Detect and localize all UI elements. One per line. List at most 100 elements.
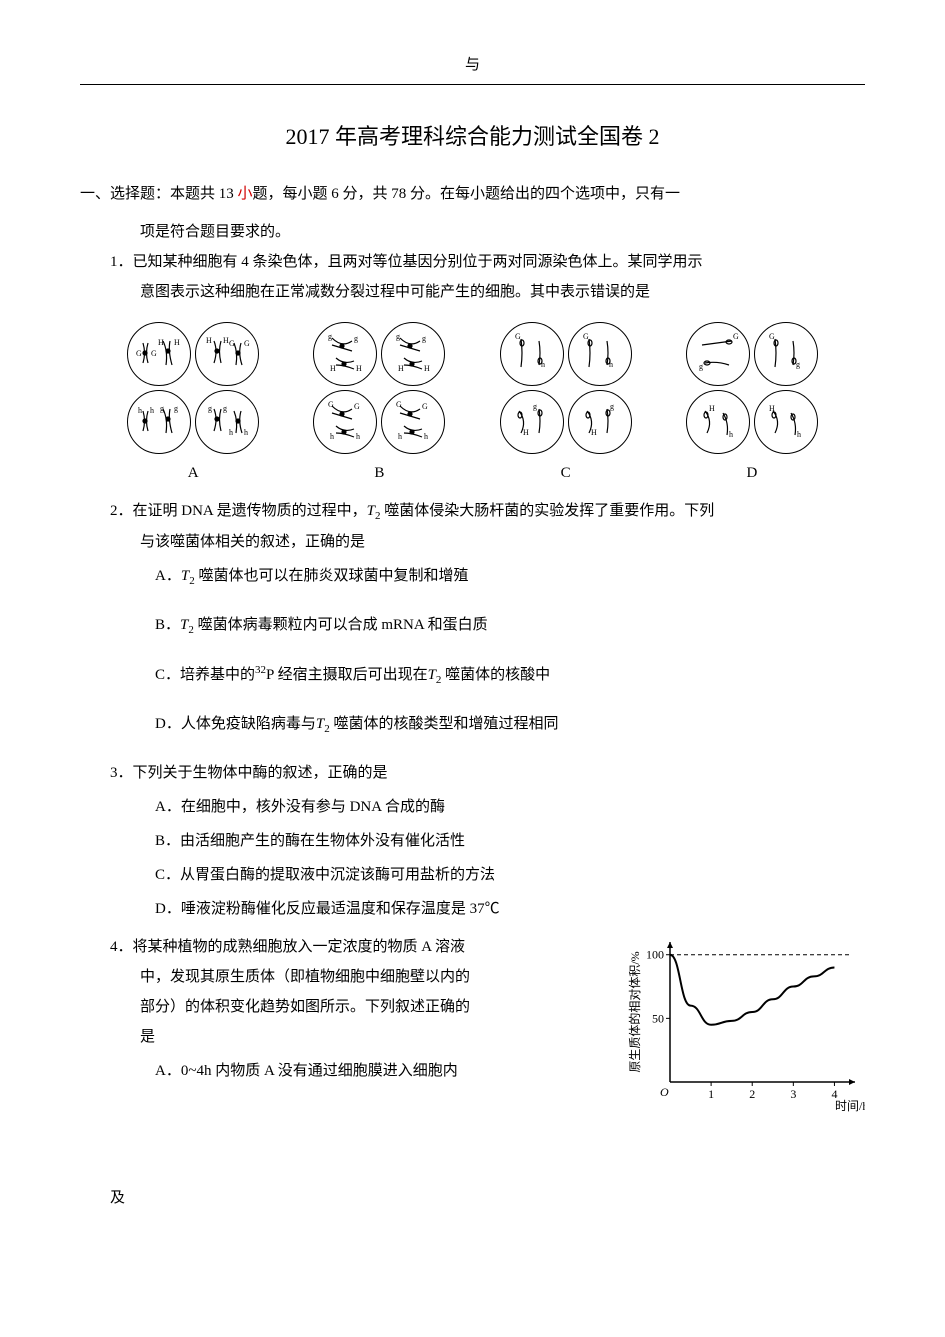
diagram-group-c: G h G h	[500, 322, 632, 488]
question-2: 2．在证明 DNA 是遗传物质的过程中，T2 噬菌体侵染大肠杆菌的实验发挥了重要…	[80, 496, 865, 740]
cell-diagram: H h	[754, 390, 818, 454]
diagram-label-a: A	[188, 458, 199, 488]
q3-option-a: A．在细胞中，核外没有参与 DNA 合成的酶	[80, 792, 865, 822]
cell-diagram: g g h h	[195, 390, 259, 454]
q1-diagrams: G G H H H H	[80, 322, 865, 488]
svg-text:G: G	[354, 402, 360, 411]
svg-text:H: H	[206, 336, 212, 345]
svg-text:G: G	[136, 349, 142, 358]
q4-text-block: 4．将某种植物的成熟细胞放入一定浓度的物质 A 溶液 中，发现其原生质体（即植物…	[80, 932, 615, 1123]
cell-diagram: G G h h	[313, 390, 377, 454]
cell-diagram: g g H H	[381, 322, 445, 386]
svg-text:H: H	[398, 364, 404, 373]
q2-p: P	[266, 667, 274, 683]
q2-t2-d: T	[316, 716, 324, 732]
q2-line1: 2．在证明 DNA 是遗传物质的过程中，T2 噬菌体侵染大肠杆菌的实验发挥了重要…	[110, 496, 865, 527]
cell-diagram: G G H H	[127, 322, 191, 386]
q3-line1: 3．下列关于生物体中酶的叙述，正确的是	[110, 758, 865, 788]
section-red-text: 小	[238, 186, 253, 202]
cell-diagram: H g	[500, 390, 564, 454]
opt-text-c: 噬菌体的核酸中	[441, 667, 550, 683]
svg-text:50: 50	[652, 1011, 664, 1025]
svg-text:H: H	[523, 428, 529, 437]
diagram-group-d: G g G g	[686, 322, 818, 488]
opt-label: A．	[155, 568, 181, 584]
svg-text:h: h	[330, 432, 334, 441]
q2-line2: 与该噬菌体相关的叙述，正确的是	[110, 527, 865, 557]
opt-text: 噬菌体的核酸类型和增殖过程相同	[330, 716, 559, 732]
question-1: 1．已知某种细胞有 4 条染色体，且两对等位基因分别位于两对同源染色体上。某同学…	[80, 247, 865, 488]
q2-t2-c: T	[428, 667, 436, 683]
svg-text:H: H	[709, 404, 715, 413]
cell-diagram: g g H H	[313, 322, 377, 386]
svg-text:g: g	[160, 404, 164, 413]
q4-line4: 是	[80, 1022, 615, 1052]
svg-text:H: H	[158, 338, 164, 347]
opt-label: D．人体免疫缺陷病毒与	[155, 716, 316, 732]
cell-diagram: G h	[500, 322, 564, 386]
svg-text:H: H	[591, 428, 597, 437]
q1-line2: 意图表示这种细胞在正常减数分裂过程中可能产生的细胞。其中表示错误的是	[110, 277, 865, 307]
opt-text: 经宿主摄取后可出现在	[274, 667, 428, 683]
svg-text:g: g	[796, 360, 800, 369]
svg-text:g: g	[223, 404, 227, 413]
q2-sup32: 32	[255, 664, 266, 676]
svg-text:g: g	[174, 404, 178, 413]
svg-text:g: g	[208, 404, 212, 413]
opt-label: C．培养基中的	[155, 667, 255, 683]
q4-line2: 中，发现其原生质体（即植物细胞中细胞壁以内的	[80, 962, 615, 992]
svg-text:h: h	[797, 430, 801, 439]
svg-text:h: h	[356, 432, 360, 441]
svg-text:G: G	[422, 402, 428, 411]
page-footer: 及	[80, 1183, 865, 1213]
svg-text:g: g	[533, 402, 537, 411]
section-heading-cont: 项是符合题目要求的。	[80, 217, 865, 247]
svg-text:h: h	[729, 430, 733, 439]
svg-text:原生质体的相对体积/%: 原生质体的相对体积/%	[627, 951, 642, 1072]
svg-text:G: G	[151, 349, 157, 358]
q3-option-b: B．由活细胞产生的酶在生物体外没有催化活性	[80, 826, 865, 856]
svg-text:h: h	[541, 360, 545, 369]
svg-text:2: 2	[749, 1087, 755, 1101]
q2-option-c: C．培养基中的32P 经宿主摄取后可出现在T2 噬菌体的核酸中	[80, 659, 865, 691]
question-3: 3．下列关于生物体中酶的叙述，正确的是 A．在细胞中，核外没有参与 DNA 合成…	[80, 758, 865, 924]
q4-chart: 100501234O时间/h原生质体的相对体积/%	[625, 932, 865, 1123]
svg-text:h: h	[398, 432, 402, 441]
svg-text:H: H	[424, 364, 430, 373]
cell-diagram: G g	[686, 322, 750, 386]
svg-text:H: H	[174, 338, 180, 347]
svg-text:h: h	[138, 406, 142, 415]
q4-option-a: A．0~4h 内物质 A 没有通过细胞膜进入细胞内	[80, 1056, 615, 1086]
q2-text-b: 噬菌体侵染大肠杆菌的实验发挥了重要作用。下列	[381, 503, 715, 519]
q3-option-c: C．从胃蛋白酶的提取液中沉淀该酶可用盐析的方法	[80, 860, 865, 890]
q2-option-d: D．人体免疫缺陷病毒与T2 噬菌体的核酸类型和增殖过程相同	[80, 709, 865, 740]
svg-text:g: g	[610, 402, 614, 411]
cell-diagram: G g	[754, 322, 818, 386]
q1-line1: 1．已知某种细胞有 4 条染色体，且两对等位基因分别位于两对同源染色体上。某同学…	[110, 247, 865, 277]
svg-text:g: g	[396, 332, 400, 341]
svg-text:G: G	[515, 332, 521, 341]
section-text-1b: 题，每小题 6 分，共 78 分。在每小题给出的四个选项中，只有一	[253, 186, 681, 202]
document-title: 2017 年高考理科综合能力测试全国卷 2	[80, 115, 865, 159]
cell-diagram: H H G G	[195, 322, 259, 386]
question-4: 4．将某种植物的成熟细胞放入一定浓度的物质 A 溶液 中，发现其原生质体（即植物…	[80, 932, 865, 1123]
opt-text: 噬菌体也可以在肺炎双球菌中复制和增殖	[195, 568, 469, 584]
svg-text:g: g	[354, 334, 358, 343]
svg-text:G: G	[769, 332, 775, 341]
cell-diagram: h h g g	[127, 390, 191, 454]
svg-text:G: G	[328, 400, 334, 409]
svg-text:h: h	[229, 428, 233, 437]
svg-text:3: 3	[790, 1087, 796, 1101]
svg-text:g: g	[328, 332, 332, 341]
cell-diagram: H h	[686, 390, 750, 454]
section-text-1: 一、选择题：本题共 13	[80, 186, 238, 202]
svg-text:h: h	[244, 428, 248, 437]
svg-text:g: g	[422, 334, 426, 343]
diagram-label-d: D	[746, 458, 757, 488]
svg-text:h: h	[424, 432, 428, 441]
q3-option-d: D．唾液淀粉酶催化反应最适温度和保存温度是 37℃	[80, 894, 865, 924]
svg-text:h: h	[609, 360, 613, 369]
svg-text:g: g	[699, 362, 703, 371]
volume-chart-svg: 100501234O时间/h原生质体的相对体积/%	[625, 932, 865, 1112]
svg-text:1: 1	[708, 1087, 714, 1101]
